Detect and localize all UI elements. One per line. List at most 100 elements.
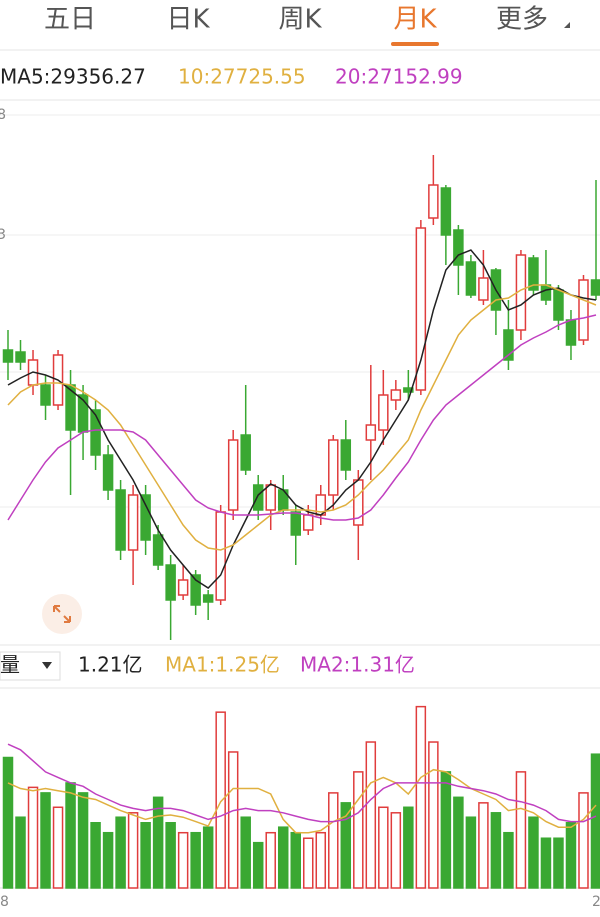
volume-bar bbox=[465, 816, 477, 889]
volume-bar bbox=[378, 806, 389, 889]
candle-body bbox=[90, 409, 101, 456]
candle-body bbox=[252, 484, 264, 511]
volume-legend: MA2:1.31亿 bbox=[300, 653, 415, 677]
candle-body bbox=[478, 277, 489, 301]
candle-body bbox=[202, 594, 214, 603]
candle-body bbox=[303, 514, 314, 531]
candle-body bbox=[265, 484, 276, 511]
volume-bar bbox=[40, 792, 51, 889]
volume-bar bbox=[202, 826, 214, 889]
more-arrow bbox=[564, 22, 570, 28]
candle-body bbox=[152, 534, 164, 566]
volume-bar bbox=[515, 771, 527, 889]
volume-bar bbox=[353, 771, 364, 889]
ma-line bbox=[7, 284, 597, 551]
volume-bar bbox=[403, 806, 414, 889]
tab[interactable]: 五日 bbox=[44, 5, 96, 35]
volume-bar bbox=[252, 841, 264, 889]
candle-body bbox=[453, 229, 464, 266]
volume-bar bbox=[152, 796, 164, 889]
volume-bar bbox=[453, 796, 464, 889]
candle-body bbox=[215, 511, 226, 601]
volume-bar bbox=[127, 812, 139, 889]
volume-bar bbox=[15, 816, 26, 889]
volume-ma-line bbox=[7, 743, 597, 823]
volume-bar bbox=[390, 812, 402, 889]
candle-body bbox=[340, 439, 352, 471]
candle-body bbox=[465, 261, 477, 296]
volume-bar bbox=[215, 711, 226, 889]
candle-body bbox=[290, 511, 301, 536]
volume-bar bbox=[415, 705, 427, 889]
volume-bar bbox=[165, 822, 176, 889]
volume-bar bbox=[315, 831, 327, 889]
volume-bar bbox=[490, 812, 502, 889]
volume-bar bbox=[52, 806, 64, 889]
candle-body bbox=[390, 389, 402, 401]
tab-underline bbox=[391, 42, 439, 46]
ma-legend: MA5:29356.27 bbox=[0, 65, 146, 89]
volume-bar bbox=[365, 741, 377, 889]
candle-body bbox=[190, 574, 201, 606]
volume-bar bbox=[240, 816, 251, 889]
volume-selector: 量 bbox=[0, 653, 20, 677]
x-tick-label: 2 bbox=[592, 894, 600, 910]
y-tick-label: 3 bbox=[0, 227, 6, 243]
volume-bar bbox=[65, 782, 76, 889]
candle-body bbox=[578, 279, 589, 341]
candle-body bbox=[428, 184, 439, 219]
volume-ma-line bbox=[7, 768, 597, 834]
volume-bar bbox=[77, 792, 89, 889]
x-tick-label: 8 bbox=[0, 894, 9, 910]
y-tick-label: 8 bbox=[0, 107, 6, 123]
candle-body bbox=[328, 439, 339, 496]
volume-bar bbox=[428, 741, 439, 889]
volume-bar bbox=[190, 831, 201, 889]
candle-body bbox=[540, 284, 552, 301]
volume-bar bbox=[590, 753, 600, 889]
tab[interactable]: 日K bbox=[166, 5, 210, 35]
candle-body bbox=[503, 329, 514, 361]
candle-body bbox=[15, 351, 26, 363]
tab[interactable]: 月K bbox=[393, 5, 437, 35]
volume-bar bbox=[503, 831, 514, 889]
candle-body bbox=[102, 454, 114, 491]
ma-line bbox=[7, 314, 597, 521]
volume-legend: 1.21亿 bbox=[78, 653, 143, 677]
candle-body bbox=[2, 349, 14, 363]
ma-legend: 20:27152.99 bbox=[335, 65, 463, 89]
volume-bar bbox=[102, 831, 114, 889]
selector-box[interactable] bbox=[0, 651, 61, 681]
volume-bar bbox=[277, 826, 289, 889]
candle-body bbox=[365, 424, 377, 441]
candle-body bbox=[553, 289, 564, 321]
volume-bar bbox=[340, 802, 352, 889]
candle-body bbox=[528, 257, 539, 291]
volume-bar bbox=[90, 822, 101, 889]
expand-icon bbox=[53, 605, 71, 623]
candle-body bbox=[240, 434, 251, 471]
candle-body bbox=[115, 489, 126, 551]
candle-body bbox=[378, 394, 389, 431]
tab[interactable]: 更多 bbox=[496, 5, 548, 35]
tab[interactable]: 周K bbox=[278, 5, 322, 35]
volume-bar bbox=[140, 822, 151, 889]
ma-line bbox=[7, 249, 597, 589]
volume-bar bbox=[540, 837, 552, 889]
volume-bar bbox=[578, 792, 589, 889]
volume-bar bbox=[553, 837, 564, 889]
volume-bar bbox=[115, 816, 126, 889]
volume-bar bbox=[478, 802, 489, 889]
volume-bar bbox=[177, 831, 189, 889]
candle-body bbox=[565, 319, 577, 346]
volume-bar bbox=[227, 751, 239, 889]
candle-body bbox=[227, 439, 239, 511]
volume-bar bbox=[528, 816, 539, 889]
volume-legend: MA1:1.25亿 bbox=[165, 653, 280, 677]
volume-bar bbox=[303, 837, 314, 889]
volume-bar bbox=[565, 822, 577, 889]
expand-button[interactable] bbox=[42, 594, 82, 634]
candle-body bbox=[127, 494, 139, 551]
volume-bar bbox=[328, 792, 339, 889]
